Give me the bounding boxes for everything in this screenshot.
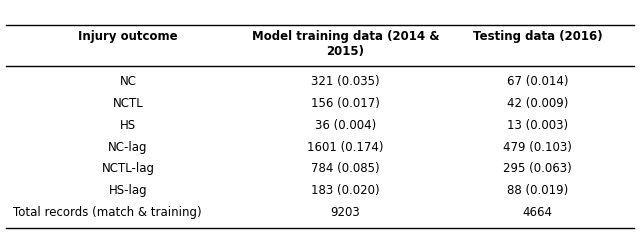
Text: 1601 (0.174): 1601 (0.174): [307, 141, 384, 154]
Text: 321 (0.035): 321 (0.035): [311, 75, 380, 88]
Text: NCTL: NCTL: [113, 97, 143, 110]
Text: 4664: 4664: [523, 206, 552, 219]
Text: Testing data (2016): Testing data (2016): [473, 30, 602, 43]
Text: 784 (0.085): 784 (0.085): [311, 163, 380, 175]
Text: Model training data (2014 &
2015): Model training data (2014 & 2015): [252, 30, 439, 58]
Text: 13 (0.003): 13 (0.003): [507, 119, 568, 132]
Text: 42 (0.009): 42 (0.009): [507, 97, 568, 110]
Text: Injury outcome: Injury outcome: [78, 30, 178, 43]
Text: Total records (match & training): Total records (match & training): [13, 206, 202, 219]
Text: 88 (0.019): 88 (0.019): [507, 184, 568, 197]
Text: 183 (0.020): 183 (0.020): [311, 184, 380, 197]
Text: 67 (0.014): 67 (0.014): [507, 75, 568, 88]
Text: NC-lag: NC-lag: [108, 141, 148, 154]
Text: HS: HS: [120, 119, 136, 132]
Text: 9203: 9203: [331, 206, 360, 219]
Text: 36 (0.004): 36 (0.004): [315, 119, 376, 132]
Text: 156 (0.017): 156 (0.017): [311, 97, 380, 110]
Text: NC: NC: [120, 75, 136, 88]
Text: HS-lag: HS-lag: [109, 184, 147, 197]
Text: 295 (0.063): 295 (0.063): [503, 163, 572, 175]
Text: NCTL-lag: NCTL-lag: [102, 163, 154, 175]
Text: 479 (0.103): 479 (0.103): [503, 141, 572, 154]
